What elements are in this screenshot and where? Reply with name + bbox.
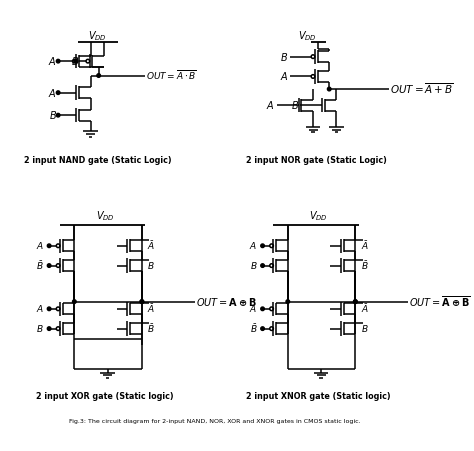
Text: $B$: $B$ xyxy=(49,109,57,121)
Circle shape xyxy=(328,87,331,91)
Circle shape xyxy=(74,60,78,63)
Text: $A$: $A$ xyxy=(249,304,257,314)
Text: $\bar{B}$: $\bar{B}$ xyxy=(36,259,44,272)
Text: $V_{DD}$: $V_{DD}$ xyxy=(88,29,107,43)
Text: $\bar{A}$: $\bar{A}$ xyxy=(147,239,155,252)
Text: $A$: $A$ xyxy=(280,70,289,83)
Text: $A$: $A$ xyxy=(48,55,57,67)
Circle shape xyxy=(47,244,51,248)
Text: 2 input XOR gate (Static logic): 2 input XOR gate (Static logic) xyxy=(36,391,174,400)
Text: $\bar{A}$: $\bar{A}$ xyxy=(361,239,369,252)
Text: $\bar{B}$: $\bar{B}$ xyxy=(249,322,257,335)
Text: $B$: $B$ xyxy=(249,260,257,271)
Circle shape xyxy=(56,91,60,94)
Text: $\bar{A}$: $\bar{A}$ xyxy=(361,302,369,315)
Text: $A$: $A$ xyxy=(265,99,274,111)
Circle shape xyxy=(261,307,264,311)
Text: $B$: $B$ xyxy=(147,260,155,271)
Circle shape xyxy=(47,264,51,267)
Circle shape xyxy=(140,300,144,304)
Text: $OUT = \overline{A \cdot B}$: $OUT = \overline{A \cdot B}$ xyxy=(146,69,197,83)
Circle shape xyxy=(97,74,100,78)
Text: $A$: $A$ xyxy=(36,304,44,314)
Circle shape xyxy=(47,307,51,311)
Circle shape xyxy=(354,300,357,304)
Text: $\bar{B}$: $\bar{B}$ xyxy=(361,259,368,272)
Circle shape xyxy=(261,244,264,248)
Text: $A$: $A$ xyxy=(36,240,44,251)
Text: $V_{DD}$: $V_{DD}$ xyxy=(96,209,114,223)
Circle shape xyxy=(140,300,144,304)
Circle shape xyxy=(73,300,76,304)
Text: $B$: $B$ xyxy=(280,51,288,63)
Text: $B$: $B$ xyxy=(71,55,79,67)
Circle shape xyxy=(261,264,264,267)
Text: $\bar{A}$: $\bar{A}$ xyxy=(147,302,155,315)
Text: $B$: $B$ xyxy=(361,323,368,334)
Text: $A$: $A$ xyxy=(48,87,57,99)
Text: $A$: $A$ xyxy=(249,240,257,251)
Circle shape xyxy=(286,300,290,304)
Text: $B$: $B$ xyxy=(291,99,299,111)
Text: $OUT = \overline{A + B}$: $OUT = \overline{A + B}$ xyxy=(390,82,453,97)
Circle shape xyxy=(354,300,357,304)
Text: $V_{DD}$: $V_{DD}$ xyxy=(298,29,317,43)
Text: 2 input NAND gate (Static Logic): 2 input NAND gate (Static Logic) xyxy=(24,156,172,165)
Text: Fig.3: The circuit diagram for 2-input NAND, NOR, XOR and XNOR gates in CMOS sta: Fig.3: The circuit diagram for 2-input N… xyxy=(69,419,361,424)
Text: $V_{DD}$: $V_{DD}$ xyxy=(309,209,328,223)
Circle shape xyxy=(261,327,264,331)
Circle shape xyxy=(47,327,51,331)
Text: 2 input XNOR gate (Static logic): 2 input XNOR gate (Static logic) xyxy=(246,391,391,400)
Circle shape xyxy=(56,60,60,63)
Text: $\bar{B}$: $\bar{B}$ xyxy=(147,322,155,335)
Text: 2 input NOR gate (Static Logic): 2 input NOR gate (Static Logic) xyxy=(246,156,387,165)
Text: $OUT = \mathbf{A \oplus B}$: $OUT = \mathbf{A \oplus B}$ xyxy=(196,295,257,308)
Circle shape xyxy=(56,113,60,117)
Text: $OUT = \overline{\mathbf{A \oplus B}}$: $OUT = \overline{\mathbf{A \oplus B}}$ xyxy=(410,294,471,309)
Text: $B$: $B$ xyxy=(36,323,44,334)
